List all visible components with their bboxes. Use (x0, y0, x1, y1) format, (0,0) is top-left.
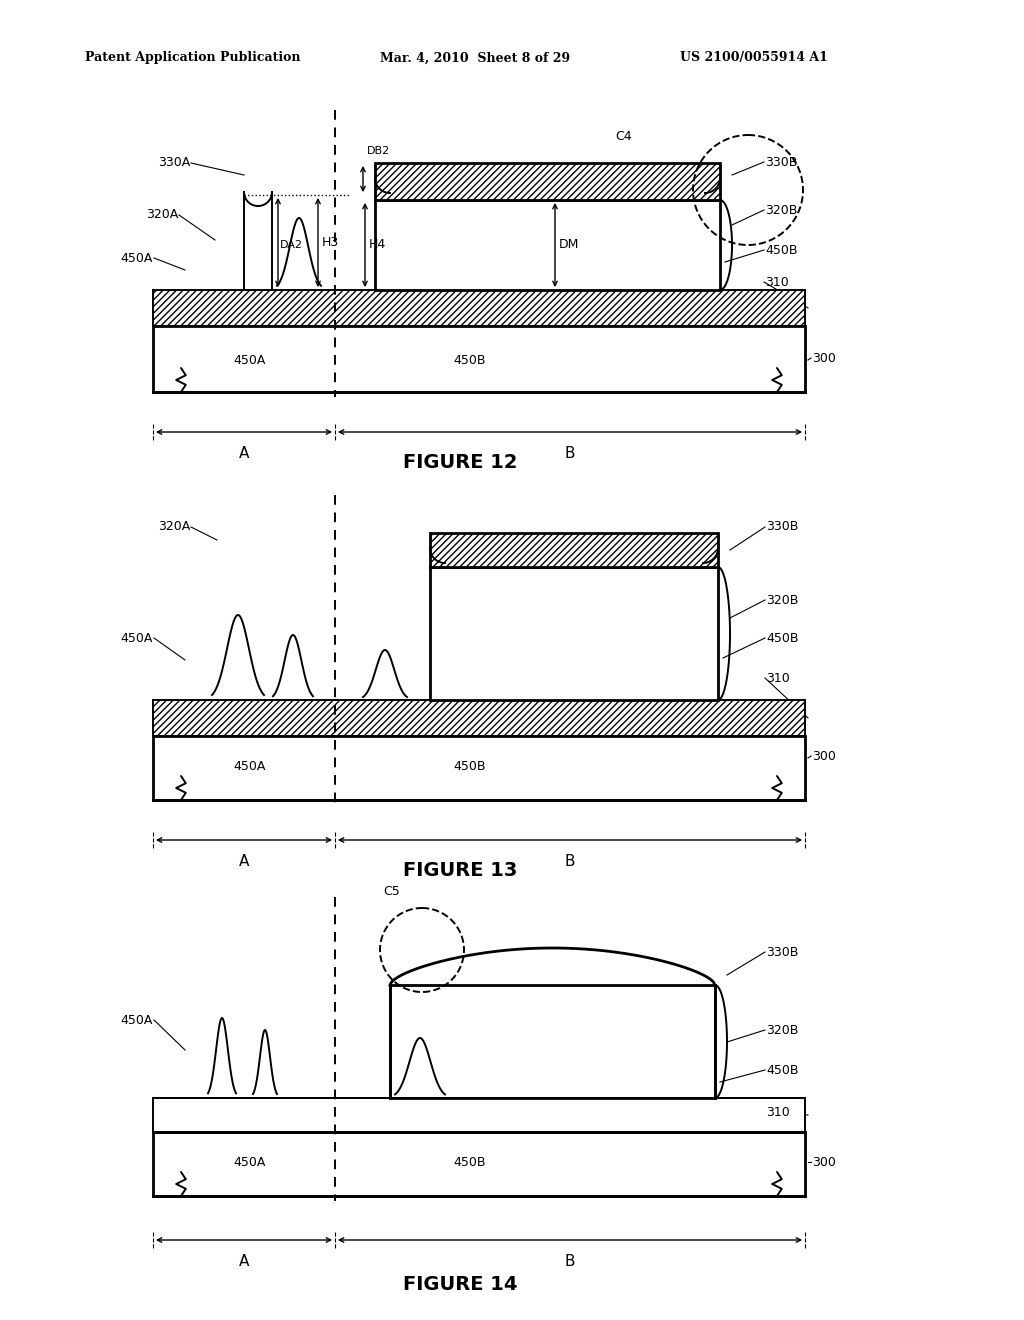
Text: 310: 310 (765, 276, 788, 289)
Text: 300: 300 (812, 1155, 836, 1168)
Text: FIGURE 14: FIGURE 14 (402, 1275, 517, 1294)
Text: H4: H4 (369, 239, 386, 252)
Text: 320B: 320B (766, 1023, 799, 1036)
Text: 450B: 450B (454, 759, 486, 772)
Bar (375, 201, 720, 290)
Text: 320B: 320B (766, 594, 799, 606)
Text: A: A (239, 446, 249, 461)
Bar (430, 533, 718, 568)
Text: Mar. 4, 2010  Sheet 8 of 29: Mar. 4, 2010 Sheet 8 of 29 (380, 51, 570, 65)
Text: FIGURE 13: FIGURE 13 (402, 861, 517, 879)
Bar (430, 568, 718, 700)
Text: C4: C4 (615, 131, 632, 144)
Text: 450A: 450A (121, 631, 153, 644)
Text: 330B: 330B (765, 156, 798, 169)
Text: DM: DM (559, 239, 580, 252)
Text: 450A: 450A (233, 759, 266, 772)
Text: 450A: 450A (233, 354, 266, 367)
Text: A: A (239, 1254, 249, 1269)
Bar (153, 1133, 805, 1196)
Bar (390, 985, 715, 1098)
Bar (153, 326, 805, 392)
Text: 450B: 450B (454, 1155, 486, 1168)
Text: 450B: 450B (765, 243, 798, 256)
Text: 320B: 320B (765, 203, 798, 216)
Text: 450B: 450B (766, 631, 799, 644)
Text: B: B (565, 1254, 575, 1269)
Text: 450A: 450A (121, 252, 153, 264)
Text: US 2100/0055914 A1: US 2100/0055914 A1 (680, 51, 827, 65)
Text: C5: C5 (384, 884, 400, 898)
Text: 450B: 450B (454, 354, 486, 367)
Text: 330B: 330B (766, 945, 799, 958)
Text: Patent Application Publication: Patent Application Publication (85, 51, 300, 65)
Text: 320A: 320A (145, 209, 178, 222)
Text: 450A: 450A (233, 1155, 266, 1168)
Text: 300: 300 (812, 351, 836, 364)
Text: DA2: DA2 (280, 239, 303, 249)
Bar (153, 1098, 805, 1133)
Text: 330B: 330B (766, 520, 799, 533)
Text: H3: H3 (322, 236, 339, 249)
Bar (153, 290, 805, 326)
Text: 330A: 330A (158, 157, 190, 169)
Text: B: B (565, 854, 575, 869)
Text: 450A: 450A (121, 1014, 153, 1027)
Text: FIGURE 12: FIGURE 12 (402, 453, 517, 471)
Text: 310: 310 (766, 1106, 790, 1118)
Text: 450B: 450B (766, 1064, 799, 1077)
Text: B: B (565, 446, 575, 461)
Text: DB2: DB2 (367, 147, 390, 156)
Text: 320A: 320A (158, 520, 190, 533)
Bar (153, 737, 805, 800)
Bar (153, 700, 805, 737)
Text: 310: 310 (766, 672, 790, 685)
Text: 300: 300 (812, 750, 836, 763)
Bar (375, 162, 720, 201)
Text: A: A (239, 854, 249, 869)
